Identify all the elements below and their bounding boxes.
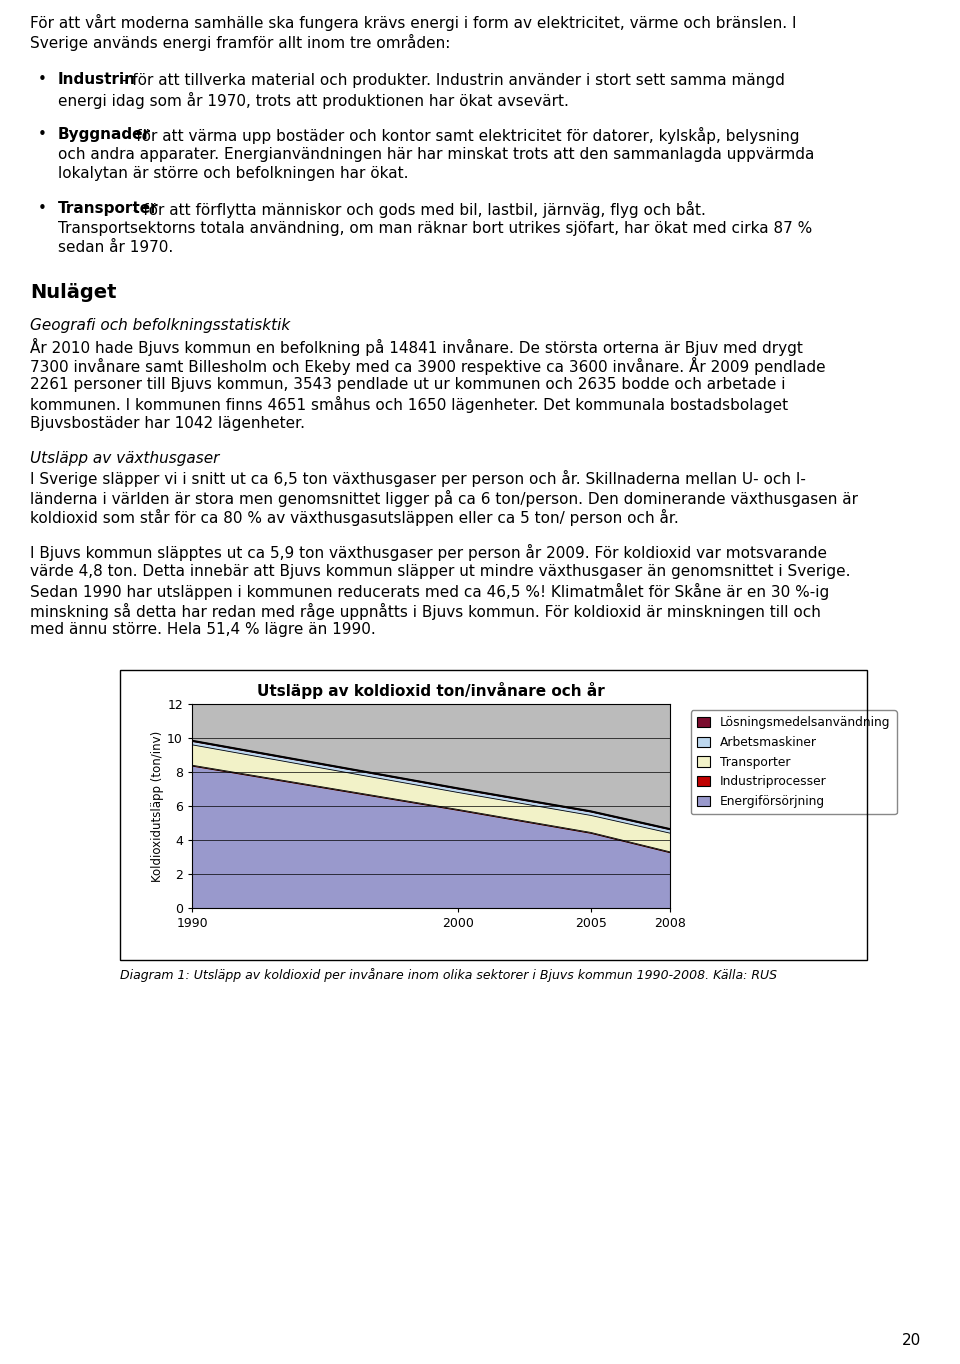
Text: •: • bbox=[38, 202, 47, 217]
Text: Bjuvsbostäder har 1042 lägenheter.: Bjuvsbostäder har 1042 lägenheter. bbox=[30, 416, 305, 431]
Text: 7300 invånare samt Billesholm och Ekeby med ca 3900 respektive ca 3600 invånare.: 7300 invånare samt Billesholm och Ekeby … bbox=[30, 357, 826, 375]
Text: •: • bbox=[38, 127, 47, 142]
Text: 2261 personer till Bjuvs kommun, 3543 pendlade ut ur kommunen och 2635 bodde och: 2261 personer till Bjuvs kommun, 3543 pe… bbox=[30, 376, 785, 391]
Text: sedan år 1970.: sedan år 1970. bbox=[58, 240, 173, 255]
Text: lokalytan är större och befolkningen har ökat.: lokalytan är större och befolkningen har… bbox=[58, 166, 409, 181]
Text: - för att förflytta människor och gods med bil, lastbil, järnväg, flyg och båt.: - för att förflytta människor och gods m… bbox=[128, 202, 706, 218]
Text: Transporter: Transporter bbox=[58, 202, 158, 217]
Legend: Lösningsmedelsanvändning, Arbetsmaskiner, Transporter, Industriprocesser, Energi: Lösningsmedelsanvändning, Arbetsmaskiner… bbox=[691, 711, 897, 814]
Text: Diagram 1: Utsläpp av koldioxid per invånare inom olika sektorer i Bjuvs kommun : Diagram 1: Utsläpp av koldioxid per invå… bbox=[120, 968, 777, 982]
Text: 20: 20 bbox=[902, 1333, 922, 1348]
Text: minskning så detta har redan med råge uppnåtts i Bjuvs kommun. För koldioxid är : minskning så detta har redan med råge up… bbox=[30, 603, 821, 619]
Text: - för att värma upp bostäder och kontor samt elektricitet för datorer, kylskåp, : - för att värma upp bostäder och kontor … bbox=[121, 127, 800, 145]
Text: - för att tillverka material och produkter. Industrin använder i stort sett samm: - för att tillverka material och produkt… bbox=[117, 72, 785, 87]
Y-axis label: Koldioxidutsläpp (ton/inv): Koldioxidutsläpp (ton/inv) bbox=[152, 730, 164, 881]
Text: Utsläpp av växthusgaser: Utsläpp av växthusgaser bbox=[30, 450, 220, 465]
Text: I Sverige släpper vi i snitt ut ca 6,5 ton växthusgaser per person och år. Skill: I Sverige släpper vi i snitt ut ca 6,5 t… bbox=[30, 471, 805, 487]
Text: Sedan 1990 har utsläppen i kommunen reducerats med ca 46,5 %! Klimatmålet för Sk: Sedan 1990 har utsläppen i kommunen redu… bbox=[30, 584, 829, 600]
Text: värde 4,8 ton. Detta innebär att Bjuvs kommun släpper ut mindre växthusgaser än : värde 4,8 ton. Detta innebär att Bjuvs k… bbox=[30, 563, 851, 578]
Text: Sverige används energi framför allt inom tre områden:: Sverige används energi framför allt inom… bbox=[30, 34, 450, 50]
Text: I Bjuvs kommun släpptes ut ca 5,9 ton växthusgaser per person år 2009. För koldi: I Bjuvs kommun släpptes ut ca 5,9 ton vä… bbox=[30, 544, 827, 562]
Text: Nuläget: Nuläget bbox=[30, 284, 116, 301]
Text: och andra apparater. Energianvändningen här har minskat trots att den sammanlagd: och andra apparater. Energianvändningen … bbox=[58, 146, 814, 161]
Text: med ännu större. Hela 51,4 % lägre än 1990.: med ännu större. Hela 51,4 % lägre än 19… bbox=[30, 622, 375, 637]
Text: •: • bbox=[38, 72, 47, 87]
Text: Industrin: Industrin bbox=[58, 72, 136, 87]
Title: Utsläpp av koldioxid ton/invånare och år: Utsläpp av koldioxid ton/invånare och år bbox=[257, 682, 605, 698]
Text: Byggnader: Byggnader bbox=[58, 127, 151, 142]
Text: koldioxid som står för ca 80 % av växthusgasutsläppen eller ca 5 ton/ person och: koldioxid som står för ca 80 % av växthu… bbox=[30, 509, 679, 527]
Text: För att vårt moderna samhälle ska fungera krävs energi i form av elektricitet, v: För att vårt moderna samhälle ska funger… bbox=[30, 14, 797, 31]
Text: länderna i världen är stora men genomsnittet ligger på ca 6 ton/person. Den domi: länderna i världen är stora men genomsni… bbox=[30, 490, 858, 507]
Text: År 2010 hade Bjuvs kommun en befolkning på 14841 invånare. De största orterna är: År 2010 hade Bjuvs kommun en befolkning … bbox=[30, 338, 803, 356]
Text: Geografi och befolkningsstatisktik: Geografi och befolkningsstatisktik bbox=[30, 318, 290, 333]
Text: kommunen. I kommunen finns 4651 småhus och 1650 lägenheter. Det kommunala bostad: kommunen. I kommunen finns 4651 småhus o… bbox=[30, 396, 788, 413]
Text: Transportsektorns totala användning, om man räknar bort utrikes sjöfart, har öka: Transportsektorns totala användning, om … bbox=[58, 221, 812, 236]
Text: energi idag som år 1970, trots att produktionen har ökat avsevärt.: energi idag som år 1970, trots att produ… bbox=[58, 91, 569, 109]
